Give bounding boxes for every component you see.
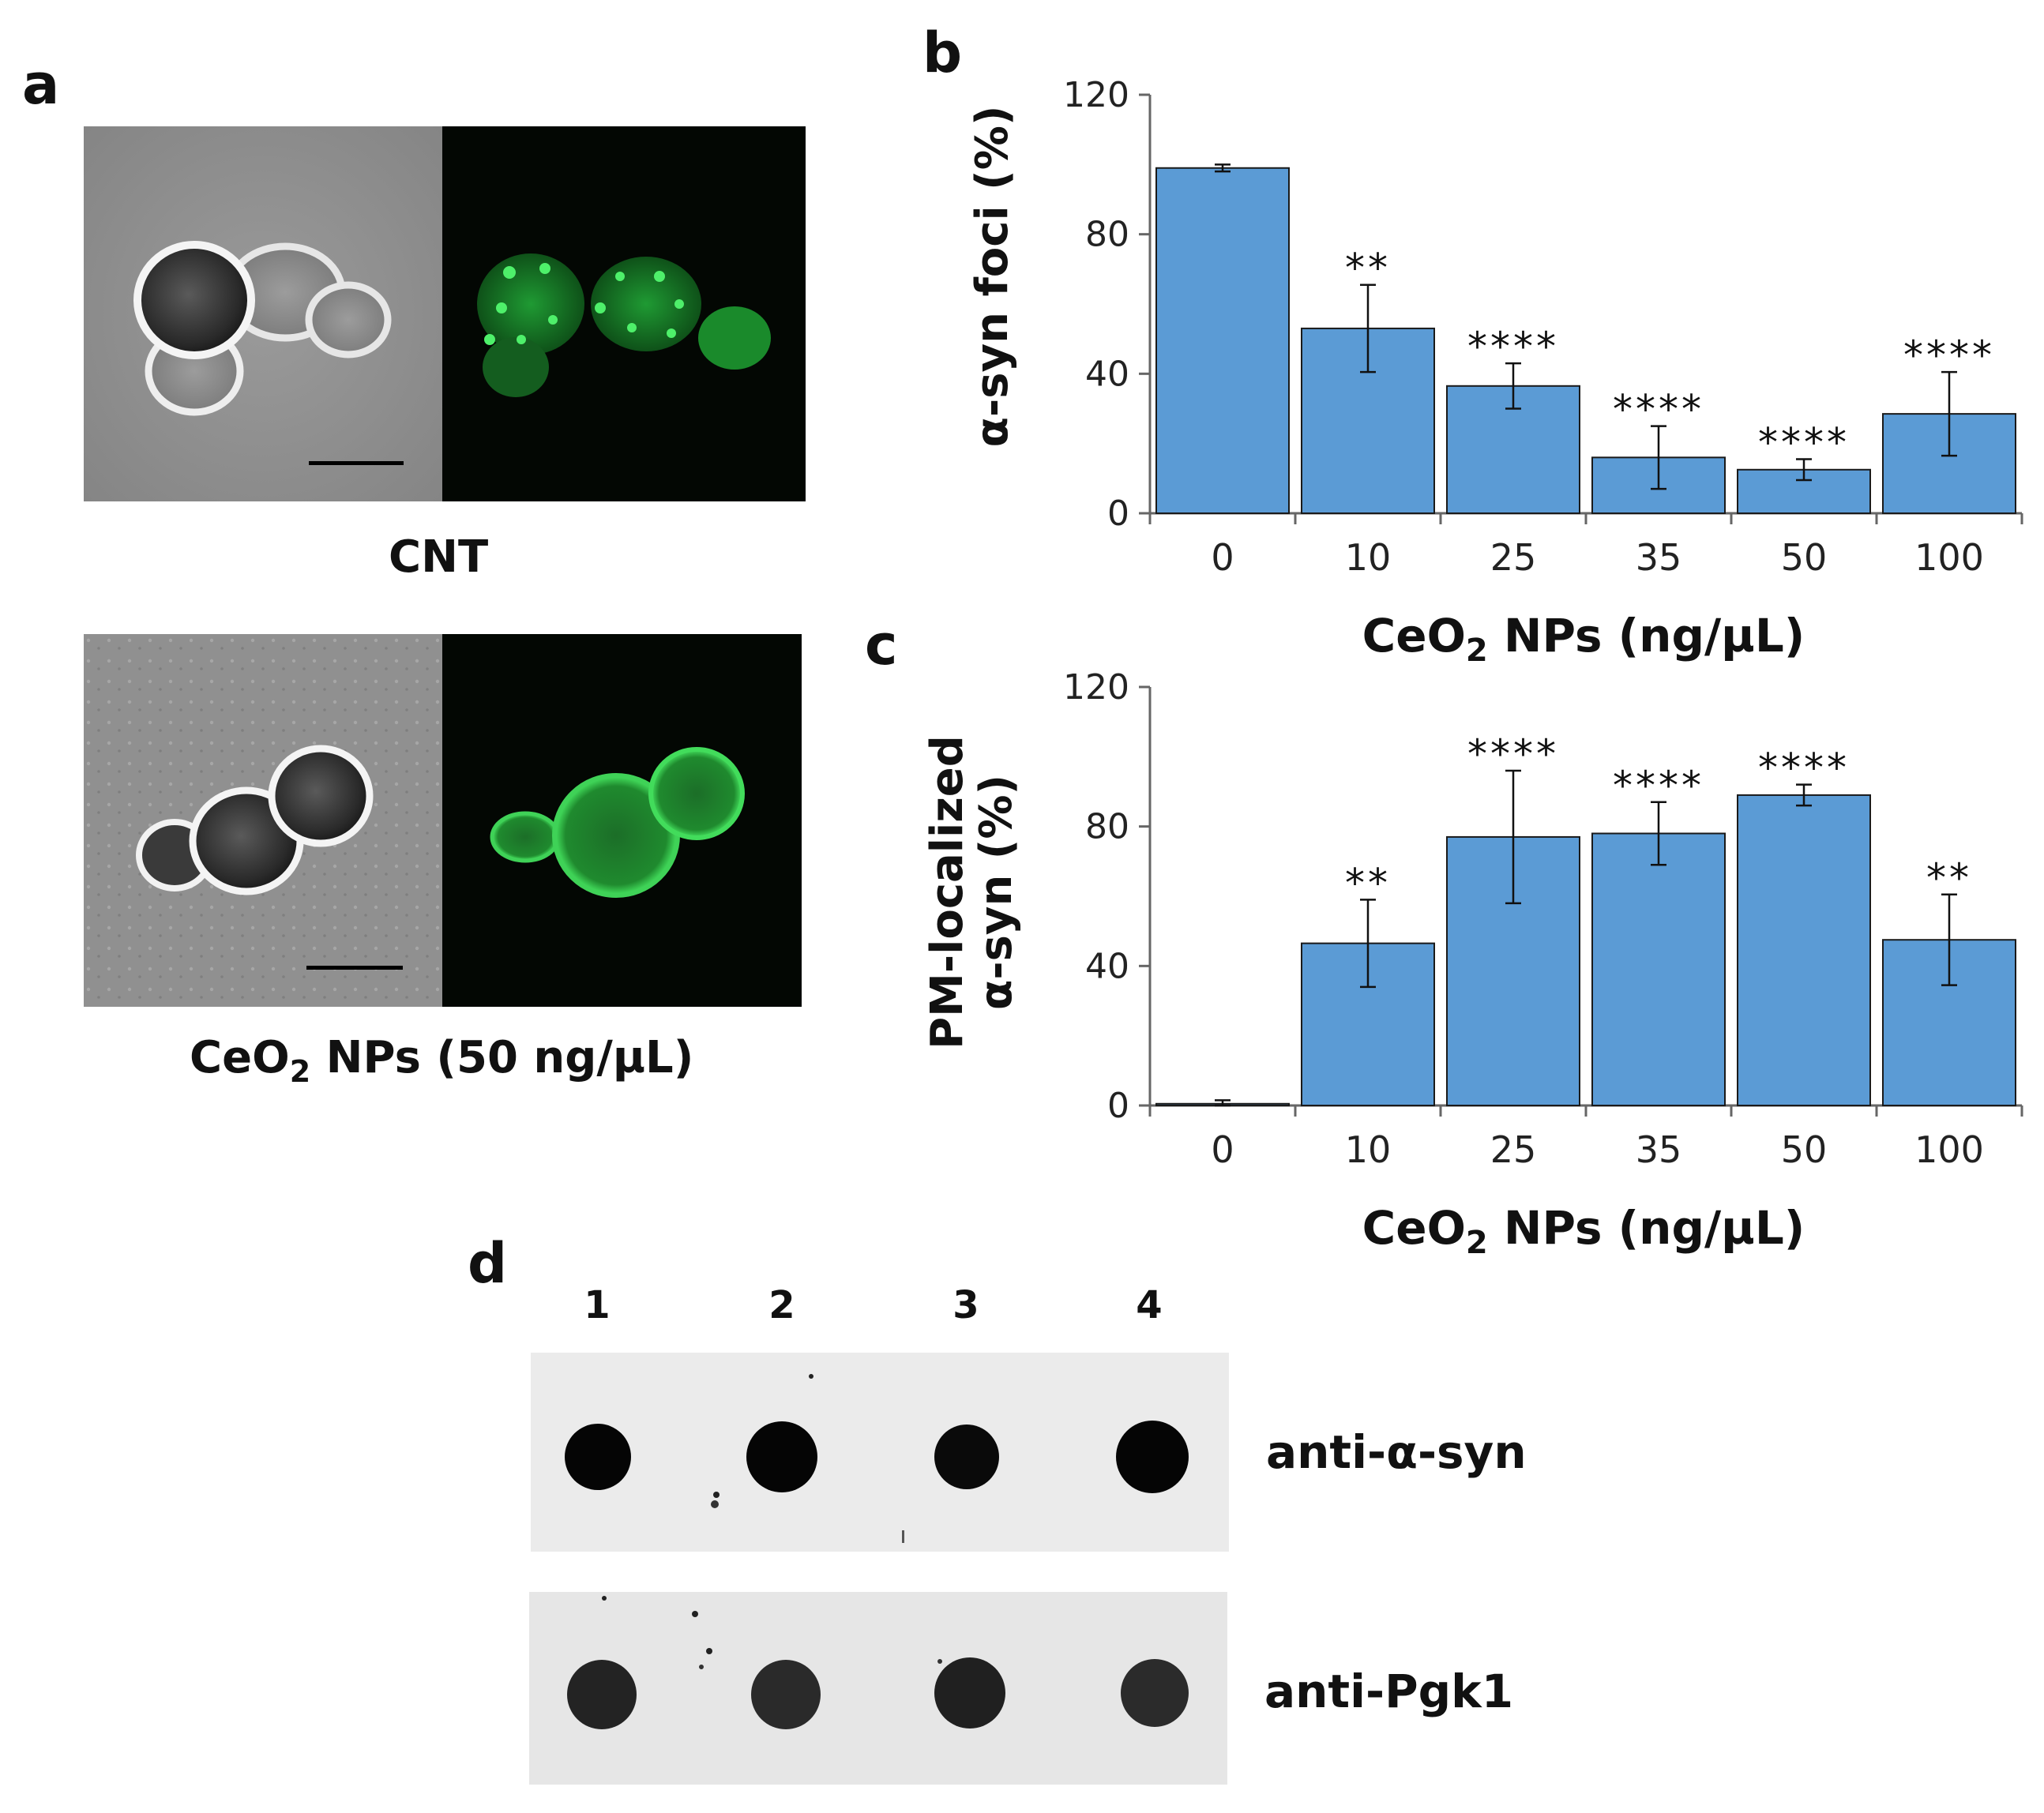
chart-b-category-label-35: 35: [1636, 536, 1682, 579]
caption-ceo2-suffix: NPs (50 ng/µL): [310, 1032, 694, 1083]
chart-c-ylabel: PM-localized α-syn (%): [922, 735, 1022, 1049]
blot-label-alpha-syn: anti-α-syn: [1266, 1425, 1527, 1479]
chart-c-category-label-35: 35: [1636, 1128, 1682, 1171]
chart-b-xlabel-sub: 2: [1466, 632, 1488, 669]
chart-c-xlabel-sub: 2: [1466, 1225, 1488, 1261]
lane-label-3: 3: [952, 1283, 979, 1327]
caption-ceo2-prefix: CeO: [190, 1032, 290, 1083]
chart-b-ytick-label: 0: [1107, 494, 1129, 534]
chart-b-category-label-25: 25: [1490, 536, 1537, 579]
chart-c-plot: 0 40 80 120 0 ** 10 **** 25 **** 35 **** 50 ** 100: [1063, 667, 2023, 1171]
chart-c-category-label-50: 50: [1781, 1128, 1828, 1171]
chart-b-xlabel: CeO2 NPs (ng/µL): [1362, 609, 1805, 669]
panel-label-a: a: [22, 52, 60, 117]
chart-c-significance-35: ****: [1613, 763, 1704, 809]
chart-b-ylabel-text: α-syn foci (%): [967, 106, 1018, 448]
blot-dot-alpha-syn-2: [746, 1421, 817, 1492]
chart-b-significance-100: ****: [1903, 332, 1995, 378]
chart-b-category-label-50: 50: [1781, 536, 1828, 579]
micrograph-ceo2-fluorescence: [442, 634, 802, 1007]
caption-cnt: CNT: [389, 531, 489, 583]
micrograph-ceo2-brightfield: [84, 634, 442, 1007]
chart-b-bar-0: [1155, 167, 1290, 514]
chart-c-significance-10: **: [1345, 860, 1391, 906]
chart-c-category-label-0: 0: [1211, 1128, 1234, 1171]
chart-c-xlabel: CeO2 NPs (ng/µL): [1362, 1201, 1805, 1261]
chart-b-category-label-10: 10: [1345, 536, 1392, 579]
lane-label-2: 2: [768, 1283, 795, 1327]
chart-b-significance-25: ****: [1467, 324, 1559, 370]
chart-c-ytick-label: 80: [1085, 807, 1129, 847]
chart-b-xlabel-prefix: CeO: [1362, 609, 1466, 663]
lane-label-4: 4: [1136, 1283, 1163, 1327]
chart-c-ylabel-line2: α-syn (%): [971, 775, 1022, 1010]
chart-b-significance-10: **: [1345, 246, 1391, 291]
chart-b-ytick-label: 40: [1085, 354, 1129, 394]
chart-b-ytick-label: 80: [1085, 215, 1129, 255]
chart-c-ytick-label: 120: [1063, 667, 1129, 708]
chart-b-ylabel: α-syn foci (%): [967, 106, 1018, 448]
chart-c-xlabel-suffix: NPs (ng/µL): [1488, 1201, 1805, 1255]
chart-c-significance-100: **: [1926, 855, 1972, 901]
caption-ceo2-sub: 2: [289, 1054, 311, 1089]
caption-ceo2: CeO2 NPs (50 ng/µL): [190, 1036, 693, 1087]
chart-c-category-label-25: 25: [1490, 1128, 1537, 1171]
chart-c-ylabel-line1: PM-localized: [922, 735, 973, 1049]
blot-dot-pgk1-1: [567, 1660, 637, 1729]
chart-c-category-label-100: 100: [1914, 1128, 1984, 1171]
chart-b-significance-50: ****: [1758, 420, 1850, 466]
chart-b-category-label-100: 100: [1914, 536, 1984, 579]
panel-label-c: c: [865, 613, 898, 678]
chart-c-category-label-10: 10: [1345, 1128, 1392, 1171]
blot-dot-alpha-syn-3: [934, 1424, 999, 1489]
lane-label-1: 1: [584, 1283, 611, 1327]
panel-label-b: b: [922, 21, 963, 85]
chart-c: PM-localized α-syn (%) 040801200**10****…: [922, 667, 2023, 1261]
chart-c-ytick-label: 0: [1107, 1086, 1129, 1126]
blot-dot-alpha-syn-1: [565, 1424, 631, 1490]
blot-dot-pgk1-3: [934, 1657, 1005, 1729]
blot-dot-pgk1-2: [751, 1660, 821, 1729]
chart-b-ytick-label: 120: [1063, 75, 1129, 115]
chart-c-significance-50: ****: [1758, 745, 1850, 791]
micrograph-cnt-brightfield: [84, 126, 442, 501]
chart-b-plot: 0 40 80 120 0 ** 10 **** 25 **** 35 **** 50 **** 100: [1063, 75, 2023, 579]
chart-c-bar-35: [1591, 832, 1726, 1106]
blot-dot-pgk1-4: [1121, 1659, 1189, 1727]
chart-c-bar-50: [1737, 794, 1871, 1107]
chart-c-xlabel-prefix: CeO: [1362, 1201, 1466, 1255]
chart-b-category-label-0: 0: [1211, 536, 1234, 579]
micrograph-cnt-fluorescence: [442, 126, 806, 501]
chart-c-ytick-label: 40: [1085, 946, 1129, 986]
chart-c-significance-25: ****: [1467, 731, 1559, 777]
blot-membrane-pgk1: [529, 1592, 1227, 1785]
chart-b: α-syn foci (%) 0 40 80 120 0 ** 10 **** 25 **** 35…: [967, 75, 2023, 669]
blot-membrane-alpha-syn: [531, 1353, 1229, 1552]
blot-dot-alpha-syn-4: [1116, 1421, 1189, 1493]
chart-b-xlabel-suffix: NPs (ng/µL): [1488, 609, 1805, 663]
chart-b-significance-35: ****: [1613, 387, 1704, 433]
blot-label-pgk1: anti-Pgk1: [1264, 1665, 1514, 1718]
panel-label-d: d: [468, 1231, 508, 1296]
